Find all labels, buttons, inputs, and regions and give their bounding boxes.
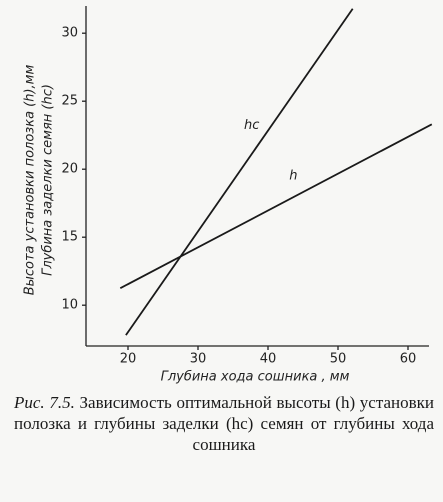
y-tick-label: 10 (61, 298, 78, 313)
y-axis-label: Высота установки полозка (h),мм (23, 65, 38, 296)
caption: Рис. 7.5. Зависимость оптимальной высоты… (14, 392, 434, 455)
y-axis-label: Глубина заделки семян (hc) (41, 84, 56, 276)
x-axis-label: Глубина хода сошника , мм (161, 370, 350, 385)
x-tick-label: 40 (260, 352, 277, 367)
caption-label: Рис. 7.5. (14, 393, 75, 412)
y-tick-label: 25 (61, 94, 78, 109)
caption-text: Зависимость оптимальной высоты (h) устан… (14, 393, 434, 454)
line (119, 123, 433, 289)
x-tick-label: 60 (400, 352, 417, 367)
x-tick-label: 50 (330, 352, 347, 367)
series-label: hc (244, 118, 259, 133)
line (125, 8, 354, 336)
y-tick-label: 30 (61, 26, 78, 41)
chart: Высота установки полозка (h),мм Глубина … (23, 6, 433, 385)
x-tick-label: 30 (190, 352, 207, 367)
y-tick-label: 20 (61, 162, 78, 177)
y-tick-label: 15 (61, 230, 78, 245)
x-tick-label: 20 (120, 352, 137, 367)
series-label: h (289, 168, 297, 183)
